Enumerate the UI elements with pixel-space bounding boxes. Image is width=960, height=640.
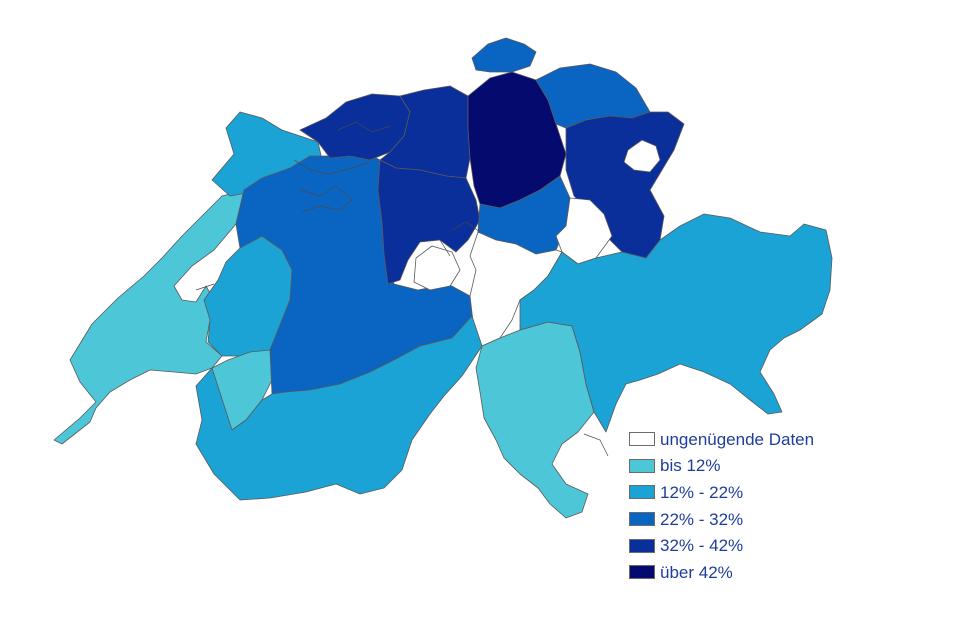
- region-obwalden: [413, 245, 461, 291]
- legend-item: 12% - 22%: [629, 479, 869, 506]
- legend-swatch: [629, 458, 655, 473]
- canton-boundary-lines: [195, 121, 609, 457]
- legend-swatch: [629, 512, 655, 527]
- region-ticino: [475, 321, 595, 519]
- region-valais: [195, 315, 483, 501]
- legend-item: ungenügende Daten: [629, 426, 869, 453]
- region-schaffhausen: [471, 37, 537, 73]
- region-lucerne: [377, 159, 481, 285]
- legend: ungenügende Daten bis 12% 12% - 22% 22% …: [629, 426, 869, 586]
- legend-swatch: [629, 485, 655, 500]
- legend-label: 22% - 32%: [660, 509, 744, 529]
- legend-item: über 42%: [629, 559, 869, 586]
- legend-item: 32% - 42%: [629, 532, 869, 559]
- region-graubuenden: [519, 213, 833, 433]
- region-geneva-vaud-southwest: [53, 189, 245, 445]
- legend-label: über 42%: [660, 562, 733, 582]
- legend-label: 32% - 42%: [660, 536, 744, 556]
- legend-item: 22% - 32%: [629, 506, 869, 533]
- legend-swatch: [629, 538, 655, 553]
- region-appenzell: [623, 139, 661, 173]
- legend-label: bis 12%: [660, 456, 721, 476]
- legend-swatch: [629, 565, 655, 580]
- legend-item: bis 12%: [629, 453, 869, 480]
- legend-label: ungenügende Daten: [660, 429, 815, 449]
- legend-swatch: [629, 432, 655, 447]
- legend-label: 12% - 22%: [660, 482, 744, 502]
